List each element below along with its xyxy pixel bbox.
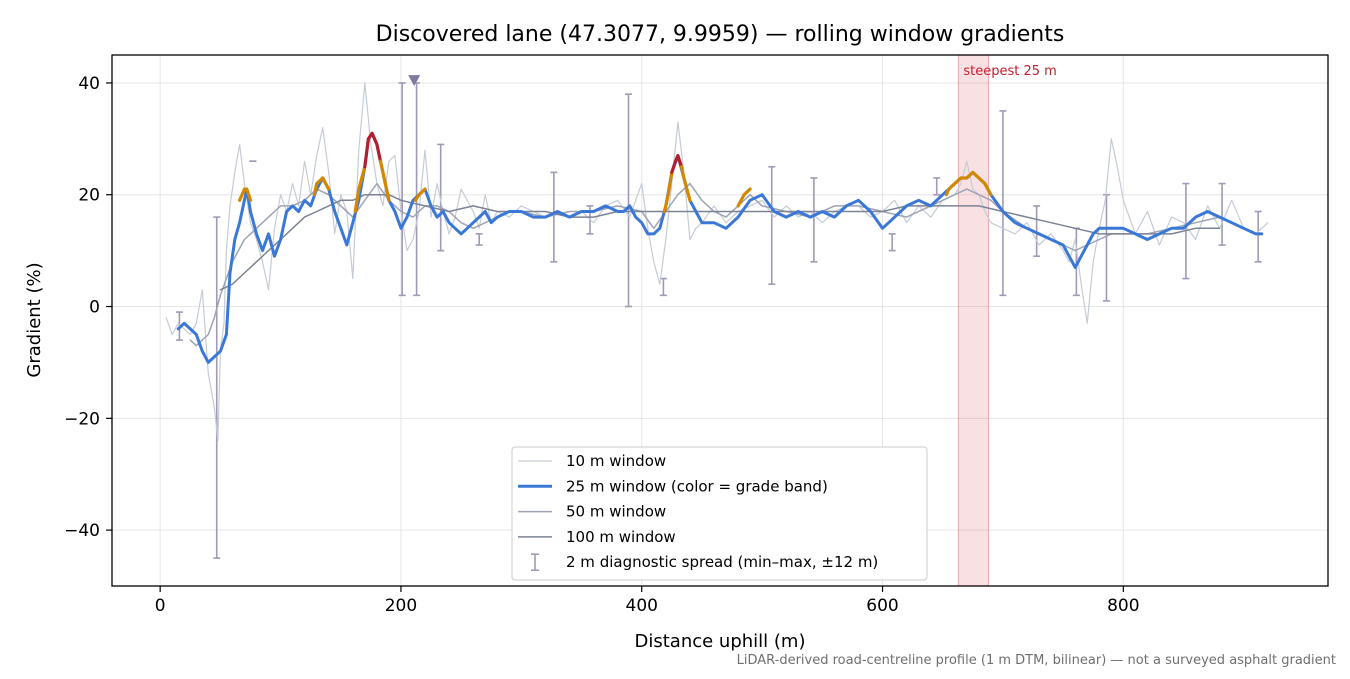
legend-100m-window: 100 m window: [518, 528, 676, 546]
legend-10m-window: 10 m window: [518, 452, 666, 470]
legend: 10 m window 25 m window (color = grade ba…: [511, 446, 928, 581]
plot-frame: [111, 54, 1329, 587]
error-bar: [810, 177, 818, 263]
grade-segment-steep: [378, 159, 391, 202]
y-tick-label: −20: [64, 409, 100, 429]
grade-segment-steep: [662, 170, 674, 214]
legend-box: [511, 446, 928, 581]
legend-25m-window: 25 m window (color = grade band): [518, 477, 828, 495]
legend-50m-window: 50 m window: [518, 503, 666, 521]
grade-segment-steep: [312, 176, 331, 197]
legend-label: 2 m diagnostic spread (min–max, ±12 m): [566, 553, 878, 571]
series-100m-window: [219, 193, 1221, 291]
legend-label: 100 m window: [566, 528, 676, 546]
series-10m-window: [165, 82, 1269, 442]
x-tick-label: 0: [155, 596, 166, 616]
annotation-layer: steepest 25 m: [957, 54, 1057, 587]
legend-label: 25 m window (color = grade band): [566, 477, 828, 495]
grade-segment-very-steep: [363, 131, 383, 169]
error-bar: [933, 177, 941, 196]
y-tick-label: 40: [78, 74, 100, 94]
grade-segment-steep: [679, 165, 692, 202]
error-bar: [475, 233, 483, 246]
error-bar: [213, 216, 221, 559]
y-tick-label: −40: [64, 521, 100, 541]
grade-segment-steep: [736, 187, 752, 208]
grade-segment-very-steep: [670, 154, 684, 174]
legend-label: 50 m window: [566, 503, 666, 521]
series-50m-window: [189, 182, 1221, 347]
x-tick-label: 800: [1107, 596, 1139, 616]
series-layer: [165, 75, 1269, 442]
y-tick-label: 0: [89, 298, 100, 318]
grade-segment-steep: [413, 187, 427, 202]
error-bar: [1102, 193, 1110, 302]
chart-title: Discovered lane (47.3077, 9.9959) — roll…: [376, 22, 1065, 47]
grade-segment-steep: [238, 187, 253, 202]
y-axis-label: Gradient (%): [24, 262, 45, 377]
error-bar: [550, 171, 558, 263]
legend-diagnostic-spread: 2 m diagnostic spread (min–max, ±12 m): [531, 553, 878, 571]
error-bar: [999, 110, 1007, 297]
grade-segment-steep: [944, 170, 993, 197]
marker-triangle: [408, 75, 421, 87]
series-25m-window: [176, 131, 1264, 364]
steepest-label: steepest 25 m: [963, 64, 1056, 79]
x-tick-label: 200: [385, 596, 417, 616]
legend-label: 10 m window: [566, 452, 666, 470]
x-tick-label: 400: [626, 596, 658, 616]
x-axis-label: Distance uphill (m): [635, 631, 806, 652]
error-bar: [888, 233, 896, 252]
error-bar: [1033, 205, 1041, 258]
y-tick-label: 20: [78, 186, 100, 206]
error-bar: [768, 165, 776, 285]
error-bar: [1254, 210, 1262, 263]
steepest-band: [957, 54, 989, 587]
grade-segment-steep: [353, 165, 367, 214]
error-bar: [398, 82, 406, 297]
axes: 0 200 400 600 800 −40 −20 0 20 40: [64, 54, 1329, 616]
error-bar: [659, 277, 667, 297]
x-tick-label: 600: [866, 596, 898, 616]
error-bar: [413, 82, 421, 297]
error-bar: [1218, 182, 1226, 246]
footnote: LiDAR-derived road-centreline profile (1…: [737, 653, 1336, 668]
error-bar: [624, 93, 632, 308]
